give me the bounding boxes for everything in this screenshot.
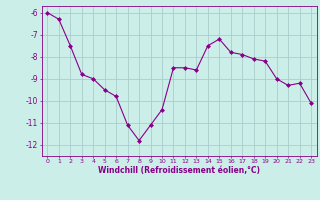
- X-axis label: Windchill (Refroidissement éolien,°C): Windchill (Refroidissement éolien,°C): [98, 166, 260, 175]
